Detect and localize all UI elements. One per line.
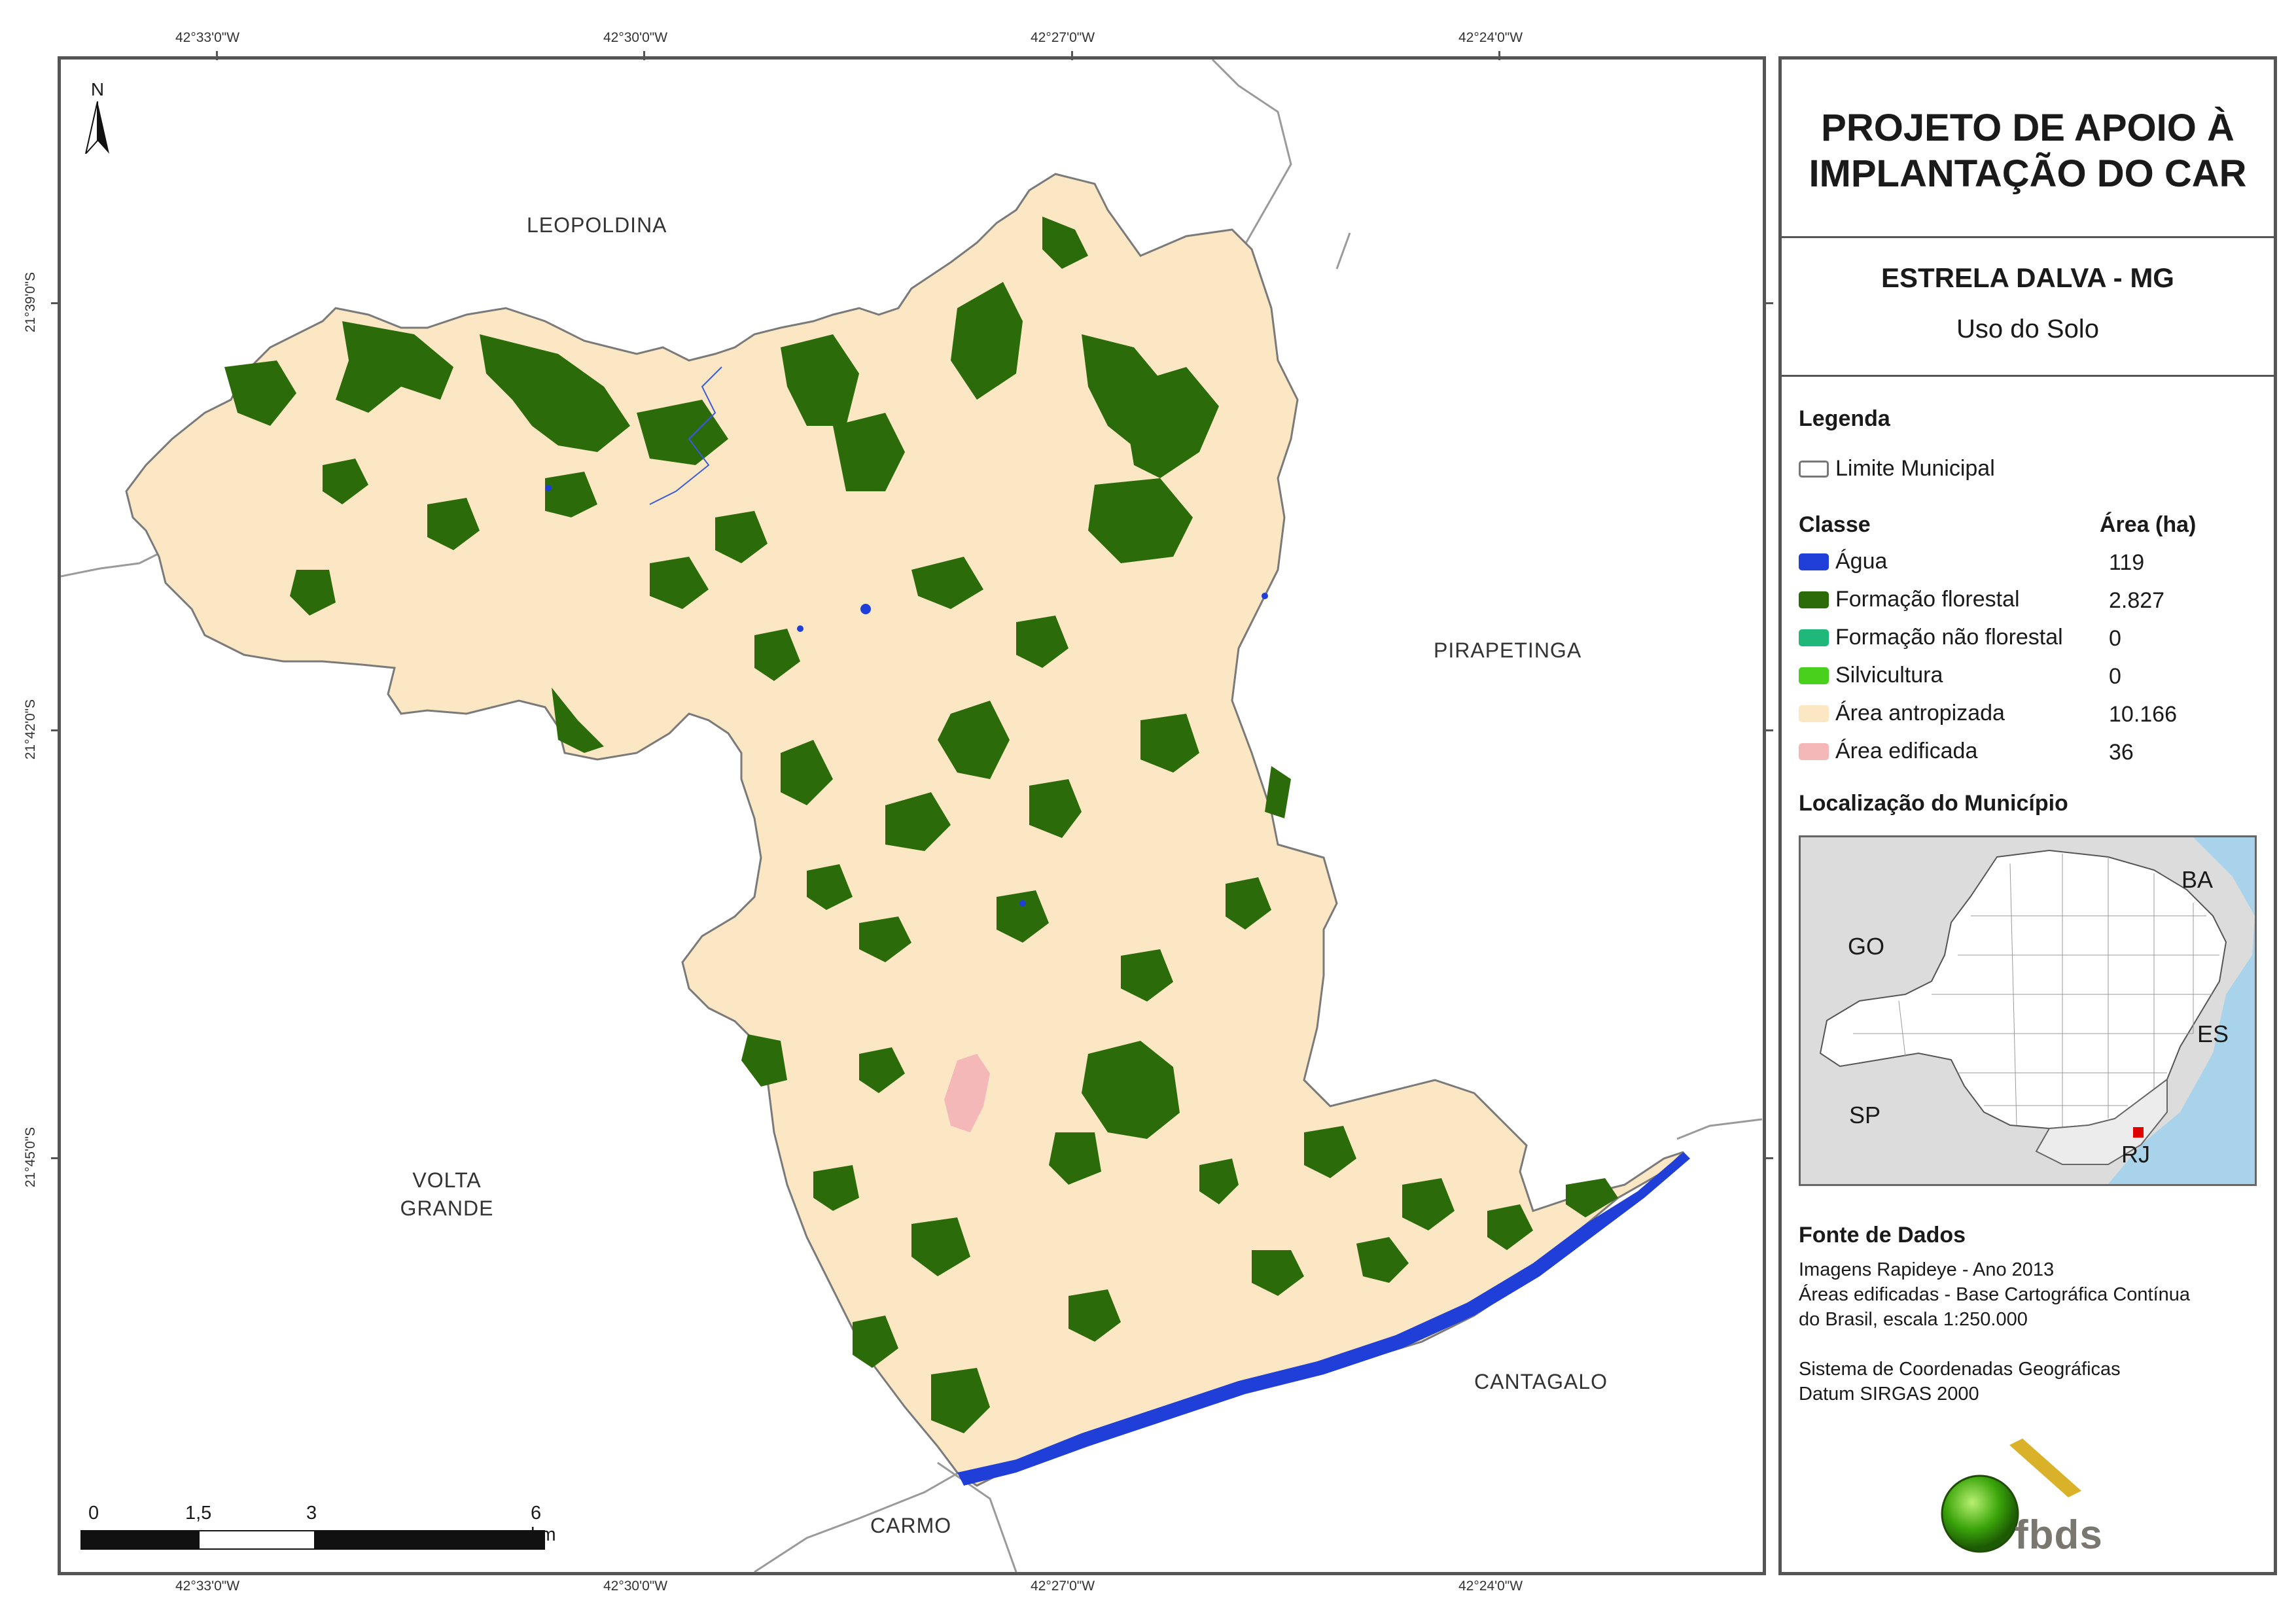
legend-item-edificada: Área edificada	[1799, 739, 1977, 764]
north-arrow-icon	[84, 101, 109, 154]
land-use-map[interactable]	[61, 60, 1763, 1572]
nao-florestal-swatch	[1799, 629, 1829, 646]
water-features	[545, 485, 1690, 1486]
legend-value: 36	[2109, 740, 2134, 765]
source-line-2: Áreas edificadas - Base Cartográfica Con…	[1799, 1284, 2191, 1305]
fbds-logo-icon	[1941, 1439, 2081, 1553]
source-line-5: Datum SIRGAS 2000	[1799, 1384, 1979, 1405]
legend-value: 0	[2109, 626, 2121, 651]
top-lon-label-3: 42°27'0"W	[1031, 30, 1095, 45]
top-lon-label-4: 42°24'0"W	[1458, 30, 1523, 45]
bottom-lon-label-4: 42°24'0"W	[1458, 1579, 1523, 1594]
source-line-4: Sistema de Coordenadas Geográficas	[1799, 1359, 2121, 1380]
locator-heading: Localização do Município	[1799, 791, 2068, 816]
scale-label-0: 0	[88, 1503, 99, 1524]
legend-value: 0	[2109, 664, 2121, 689]
scale-label-1-5: 1,5	[185, 1503, 212, 1524]
boundary-swatch	[1799, 460, 1829, 478]
project-title-line2: IMPLANTAÇÃO DO CAR	[1809, 152, 2247, 195]
neighbor-label-leopoldina: LEOPOLDINA	[527, 213, 667, 237]
boundary-label: Limite Municipal	[1835, 456, 1995, 481]
neighbor-label-volta-grande-line2: GRANDE	[400, 1196, 494, 1221]
legend-value: 2.827	[2109, 588, 2165, 613]
edificada-swatch	[1799, 742, 1829, 760]
legend-label: Formação florestal	[1835, 587, 2020, 612]
area-heading: Área (ha)	[2100, 512, 2197, 537]
stream	[649, 366, 722, 505]
municipality-location-marker	[2133, 1127, 2144, 1138]
locator-map[interactable]: BA GO ES SP RJ	[1799, 835, 2257, 1186]
scale-bar: 0 1,5 3 6 km	[80, 1503, 565, 1555]
municipality-title: ESTRELA DALVA - MG	[1881, 262, 2174, 293]
fbds-logo-text: fbds	[2015, 1512, 2103, 1558]
neighbor-label-pirapetinga: PIRAPETINGA	[1434, 638, 1582, 662]
legend-item-florestal: Formação florestal	[1799, 587, 2020, 612]
source-line-1: Imagens Rapideye - Ano 2013	[1799, 1259, 2055, 1280]
info-panel: PROJETO DE APOIO À IMPLANTAÇÃO DO CAR ES…	[1778, 56, 2277, 1575]
antropizada-swatch	[1799, 705, 1829, 722]
built-area	[944, 1054, 990, 1132]
legend-heading: Legenda	[1799, 406, 1890, 431]
agua-swatch	[1799, 553, 1829, 570]
project-title-line1: PROJETO DE APOIO À	[1821, 107, 2234, 149]
bottom-lon-label-2: 42°30'0"W	[603, 1579, 668, 1594]
neighbor-boundaries	[61, 60, 1763, 1572]
legend-label: Formação não florestal	[1835, 625, 2063, 650]
neighbor-label-carmo: CARMO	[870, 1514, 952, 1537]
legend-label: Silvicultura	[1835, 663, 1943, 688]
fbds-logo: fbds	[1937, 1439, 2127, 1558]
legend-value: 119	[2109, 550, 2145, 575]
state-label-go: GO	[1848, 933, 1885, 960]
legend-label: Água	[1835, 549, 1888, 574]
left-lat-label-3: 21°45'0"S	[23, 1126, 38, 1188]
state-label-sp: SP	[1849, 1102, 1881, 1128]
top-lon-label-1: 42°33'0"W	[175, 30, 240, 45]
legend-value: 10.166	[2109, 702, 2177, 727]
legend-item-antropizada: Área antropizada	[1799, 701, 2005, 726]
florestal-swatch	[1799, 591, 1829, 608]
state-label-rj: RJ	[2121, 1141, 2150, 1168]
north-label: N	[90, 79, 105, 99]
legend-label: Área antropizada	[1835, 701, 2005, 725]
state-label-ba: BA	[2181, 866, 2214, 893]
project-title: PROJETO DE APOIO À IMPLANTAÇÃO DO CAR	[1782, 60, 2274, 196]
legend-label: Área edificada	[1835, 739, 1978, 763]
neighbor-label-volta-grande-line1: VOLTA	[412, 1168, 482, 1192]
silvicultura-swatch	[1799, 667, 1829, 684]
bottom-lon-label-3: 42°27'0"W	[1031, 1579, 1095, 1594]
legend-boundary: Limite Municipal	[1799, 456, 1995, 481]
map-subtitle: Uso do Solo	[1956, 315, 2099, 343]
locator-map-graphic	[1819, 837, 2255, 1184]
class-heading: Classe	[1799, 512, 1871, 537]
north-arrow: N	[78, 79, 117, 154]
forest-patches	[224, 217, 1618, 1433]
scale-label-3: 3	[306, 1503, 317, 1524]
bottom-lon-label-1: 42°33'0"W	[175, 1579, 240, 1594]
left-lat-label-2: 21°42'0"S	[23, 699, 38, 760]
source-line-3: do Brasil, escala 1:250.000	[1799, 1309, 2028, 1330]
state-label-es: ES	[2197, 1021, 2229, 1047]
minas-gerais-shape	[1819, 849, 2227, 1130]
sources-heading: Fonte de Dados	[1799, 1223, 1966, 1248]
legend-item-silvicultura: Silvicultura	[1799, 663, 1943, 688]
top-lon-label-2: 42°30'0"W	[603, 30, 668, 45]
legend-item-nao-florestal: Formação não florestal	[1799, 625, 2063, 650]
neighbor-label-cantagalo: CANTAGALO	[1474, 1370, 1608, 1393]
scale-bar-body	[80, 1530, 545, 1550]
neighbor-label-volta-grande: VOLTA GRANDE	[381, 1166, 512, 1223]
legend-item-agua: Água	[1799, 549, 1887, 574]
map-panel[interactable]: N LEOPOLDINA PIRAPETINGA VOLTA GRANDE CA…	[58, 56, 1766, 1575]
left-lat-label-1: 21°39'0"S	[23, 271, 38, 333]
